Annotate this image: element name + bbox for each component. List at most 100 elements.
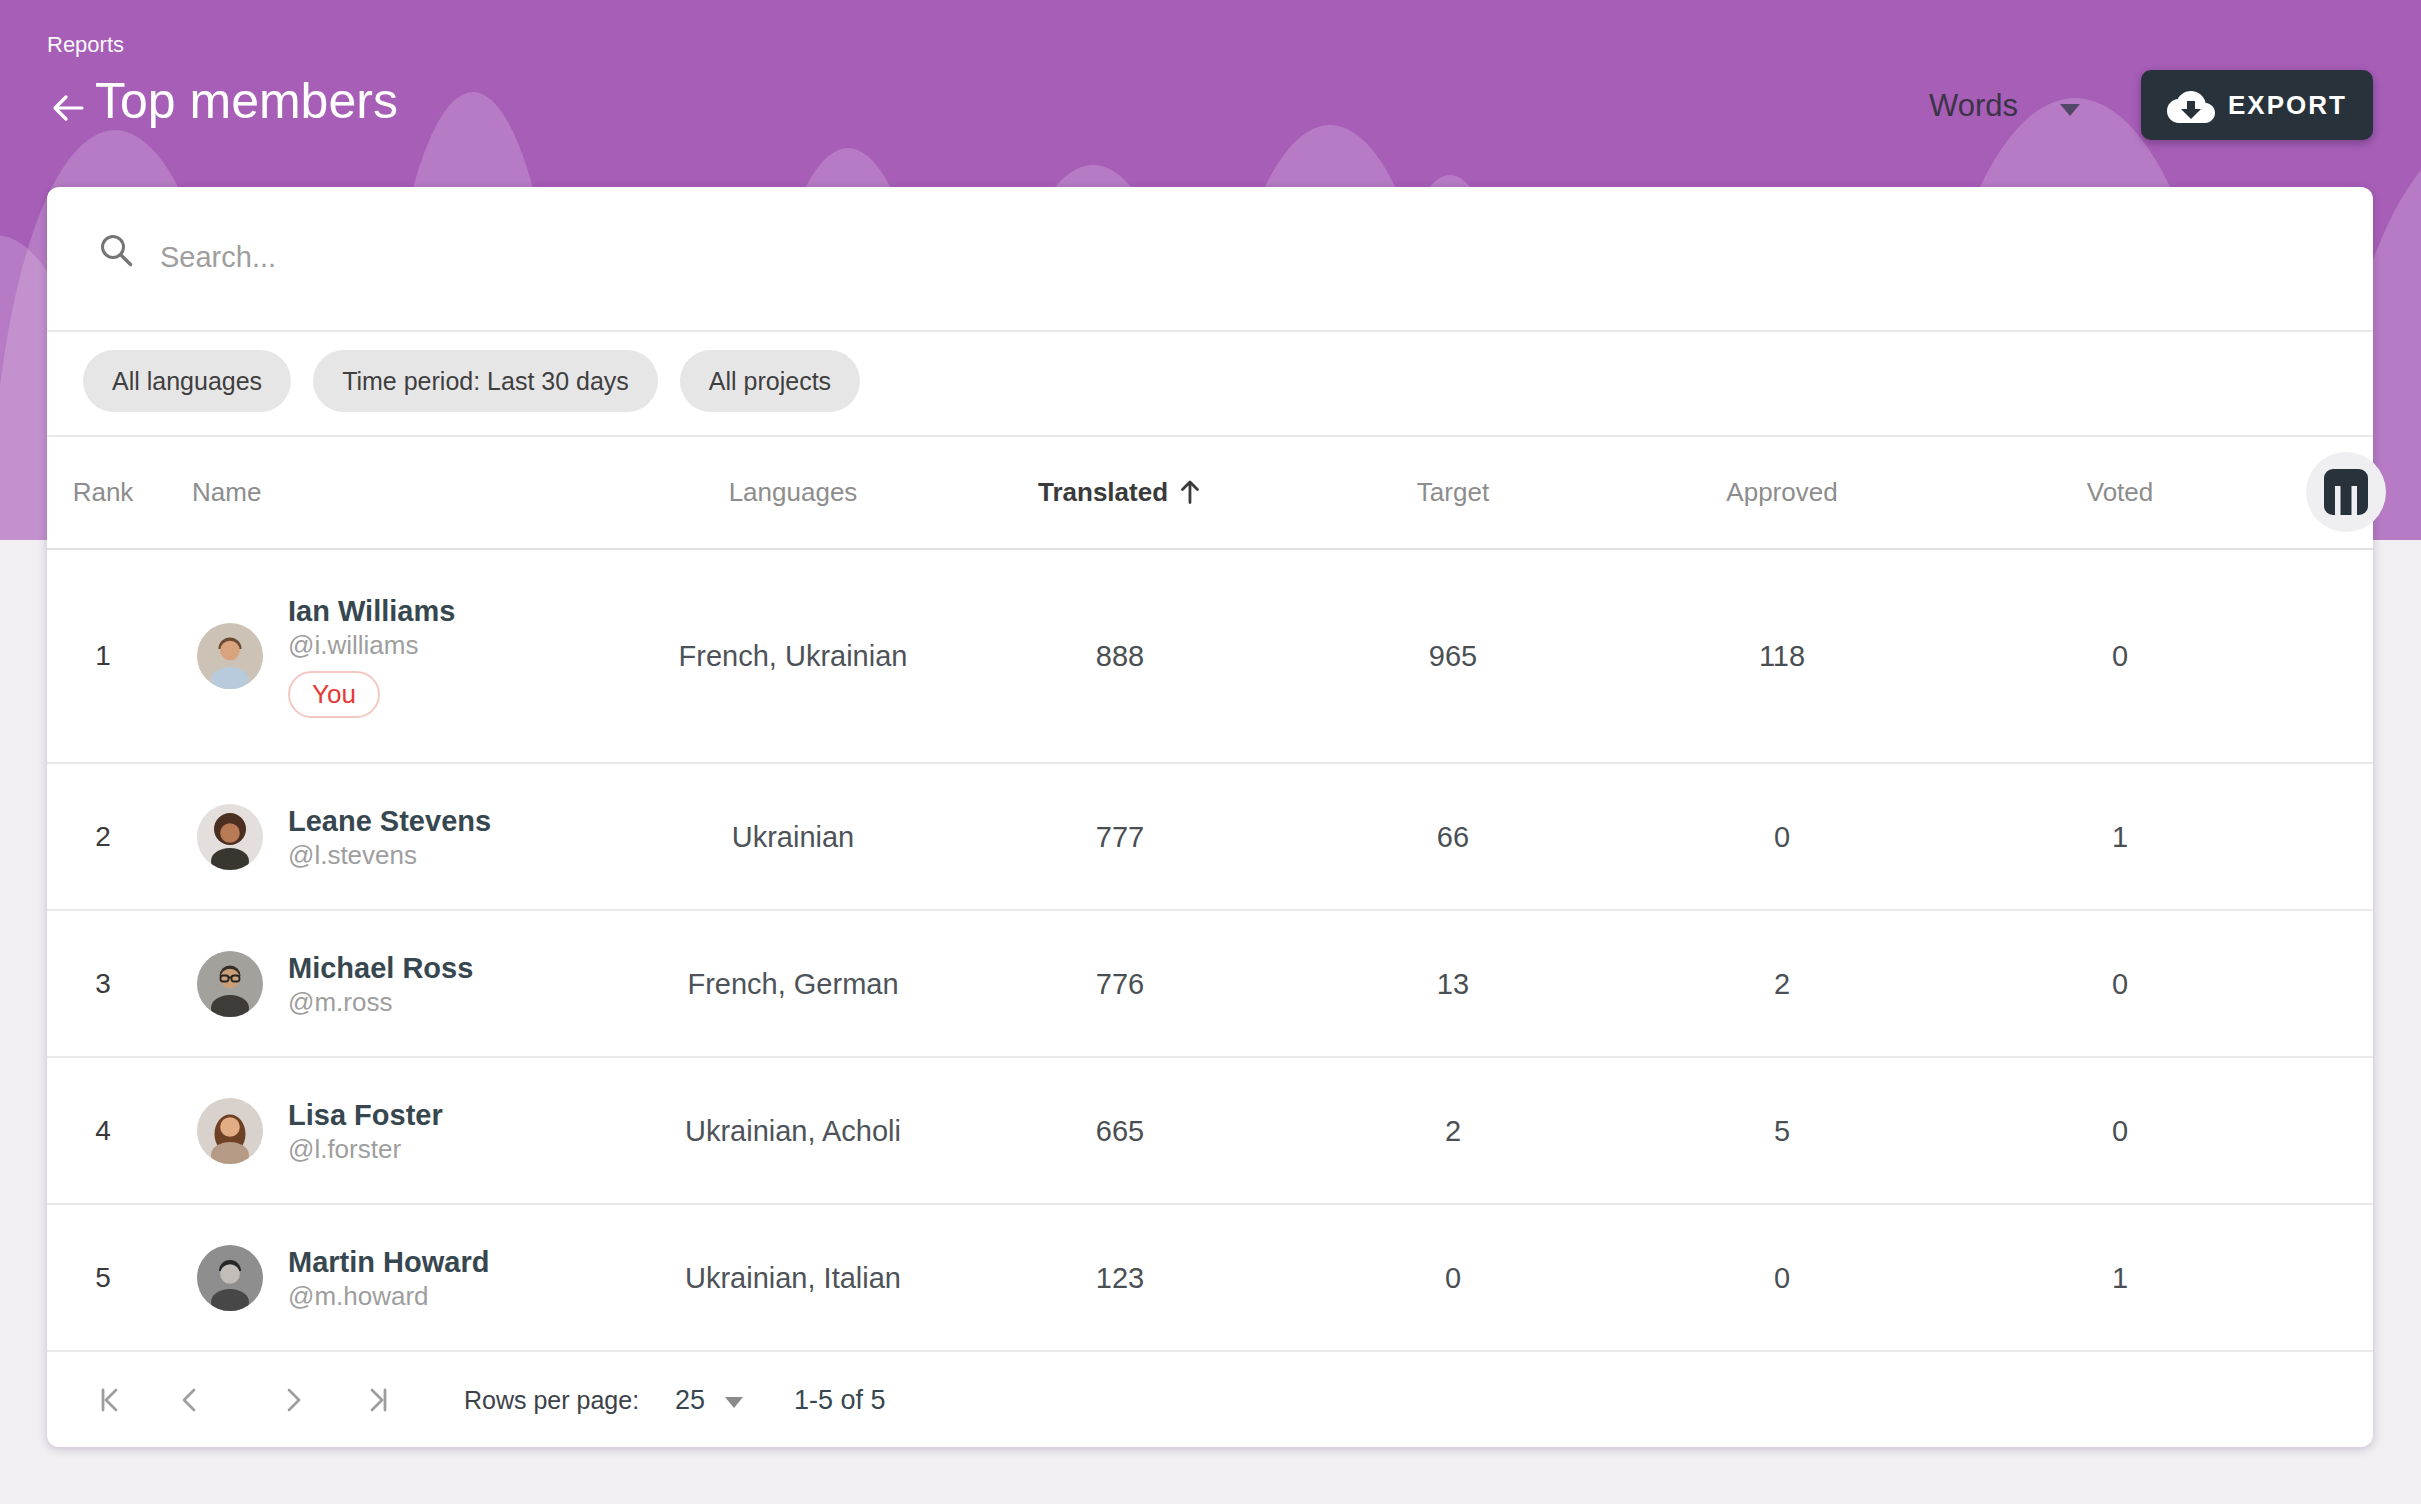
rank-cell: 3 (95, 968, 111, 1000)
report-card: All languages Time period: Last 30 days … (47, 187, 2373, 1447)
chevron-left-icon (170, 1380, 210, 1420)
languages-cell: Ukrainian, Acholi (685, 1114, 901, 1147)
member-username: @l.forster (288, 1132, 443, 1164)
divider (47, 330, 2373, 332)
column-header-translated[interactable]: Translated (1038, 476, 1202, 507)
table-row[interactable]: 5 Martin Howard @m.howard Ukrainian, Ita… (47, 1205, 2373, 1352)
column-header-voted: Voted (2087, 476, 2154, 507)
column-settings-button[interactable] (2306, 452, 2386, 532)
translated-cell: 888 (1096, 640, 1144, 673)
member-name: Lisa Foster (288, 1097, 443, 1132)
cloud-download-icon (2167, 87, 2215, 123)
page-title: Top members (95, 70, 398, 132)
first-page-icon (92, 1380, 132, 1420)
filter-chips: All languages Time period: Last 30 days … (83, 350, 860, 412)
translated-cell: 665 (1096, 1114, 1144, 1147)
avatar (197, 1098, 263, 1164)
table-row[interactable]: 1 Ian Williams @i.williams You French, U… (47, 550, 2373, 764)
avatar (197, 951, 263, 1017)
translated-cell: 776 (1096, 967, 1144, 1000)
target-cell: 2 (1445, 1114, 1461, 1147)
export-button[interactable]: EXPORT (2141, 70, 2373, 140)
member-username: @l.stevens (288, 838, 491, 870)
table-row[interactable]: 2 Leane Stevens @l.stevens Ukrainian 777… (47, 764, 2373, 911)
member-name: Leane Stevens (288, 803, 491, 838)
next-page-button[interactable] (273, 1380, 313, 1420)
member-username: @m.ross (288, 985, 473, 1017)
member-info: Martin Howard @m.howard (288, 1244, 489, 1311)
voted-cell: 1 (2112, 1261, 2128, 1294)
export-label: EXPORT (2228, 90, 2347, 121)
approved-cell: 5 (1774, 1114, 1790, 1147)
target-cell: 66 (1437, 820, 1469, 853)
column-header-languages: Languages (729, 476, 858, 507)
voted-cell: 0 (2112, 967, 2128, 1000)
translated-cell: 123 (1096, 1261, 1144, 1294)
approved-cell: 118 (1759, 640, 1805, 673)
chevron-down-icon (2060, 104, 2080, 116)
pagination-bar: Rows per page: 25 1-5 of 5 (47, 1352, 2373, 1447)
rank-cell: 4 (95, 1115, 111, 1147)
previous-page-button[interactable] (170, 1380, 210, 1420)
search-input[interactable] (160, 205, 1060, 310)
pagination-range: 1-5 of 5 (794, 1384, 886, 1415)
member-info: Leane Stevens @l.stevens (288, 803, 491, 870)
approved-cell: 0 (1774, 820, 1790, 853)
rank-cell: 1 (95, 640, 111, 672)
rank-cell: 5 (95, 1262, 111, 1294)
column-header-name: Name (192, 476, 261, 507)
column-header-rank: Rank (73, 476, 134, 507)
member-name: Michael Ross (288, 950, 473, 985)
table-columns-icon (2324, 469, 2368, 515)
avatar (197, 804, 263, 870)
languages-cell: French, Ukrainian (679, 640, 908, 673)
column-header-translated-label: Translated (1038, 476, 1168, 507)
avatar (197, 1245, 263, 1311)
last-page-button[interactable] (356, 1380, 396, 1420)
rows-per-page-value[interactable]: 25 (675, 1384, 705, 1415)
you-badge: You (288, 671, 380, 718)
rows-per-page-label: Rows per page: (464, 1385, 639, 1414)
back-button[interactable] (51, 92, 85, 124)
column-header-target: Target (1417, 476, 1489, 507)
filter-chip-time-period[interactable]: Time period: Last 30 days (313, 350, 658, 412)
rank-cell: 2 (95, 821, 111, 853)
table-row[interactable]: 3 Michael Ross @m.ross French, German 77… (47, 911, 2373, 1058)
report-unit-dropdown[interactable]: Words (1929, 88, 2080, 124)
sort-ascending-arrow-icon (1178, 479, 1202, 505)
member-name: Ian Williams (288, 594, 455, 629)
chevron-right-icon (273, 1380, 313, 1420)
search-icon (98, 232, 136, 270)
voted-cell: 0 (2112, 640, 2128, 673)
voted-cell: 1 (2112, 820, 2128, 853)
avatar (197, 623, 263, 689)
column-header-approved: Approved (1726, 476, 1837, 507)
languages-cell: French, German (687, 967, 898, 1000)
target-cell: 0 (1445, 1261, 1461, 1294)
back-arrow-icon (51, 92, 85, 124)
member-username: @m.howard (288, 1279, 489, 1311)
filter-chip-projects[interactable]: All projects (680, 350, 860, 412)
member-name: Martin Howard (288, 1244, 489, 1279)
first-page-button[interactable] (92, 1380, 132, 1420)
member-info: Lisa Foster @l.forster (288, 1097, 443, 1164)
filter-chip-languages[interactable]: All languages (83, 350, 291, 412)
table-row[interactable]: 4 Lisa Foster @l.forster Ukrainian, Acho… (47, 1058, 2373, 1205)
top-members-report-page: Reports Top members Words EXPORT All lan… (0, 0, 2421, 1504)
approved-cell: 2 (1774, 967, 1790, 1000)
last-page-icon (356, 1380, 396, 1420)
voted-cell: 0 (2112, 1114, 2128, 1147)
languages-cell: Ukrainian, Italian (685, 1261, 901, 1294)
target-cell: 965 (1429, 640, 1477, 673)
rows-per-page-caret-icon[interactable] (725, 1397, 743, 1408)
report-unit-value: Words (1929, 88, 2018, 124)
translated-cell: 777 (1096, 820, 1144, 853)
languages-cell: Ukrainian (732, 820, 855, 853)
target-cell: 13 (1437, 967, 1469, 1000)
table-header: Rank Name Languages Translated Target Ap… (47, 435, 2373, 548)
approved-cell: 0 (1774, 1261, 1790, 1294)
member-info: Ian Williams @i.williams You (288, 594, 455, 718)
breadcrumb[interactable]: Reports (47, 32, 124, 58)
member-info: Michael Ross @m.ross (288, 950, 473, 1017)
member-username: @i.williams (288, 629, 455, 661)
